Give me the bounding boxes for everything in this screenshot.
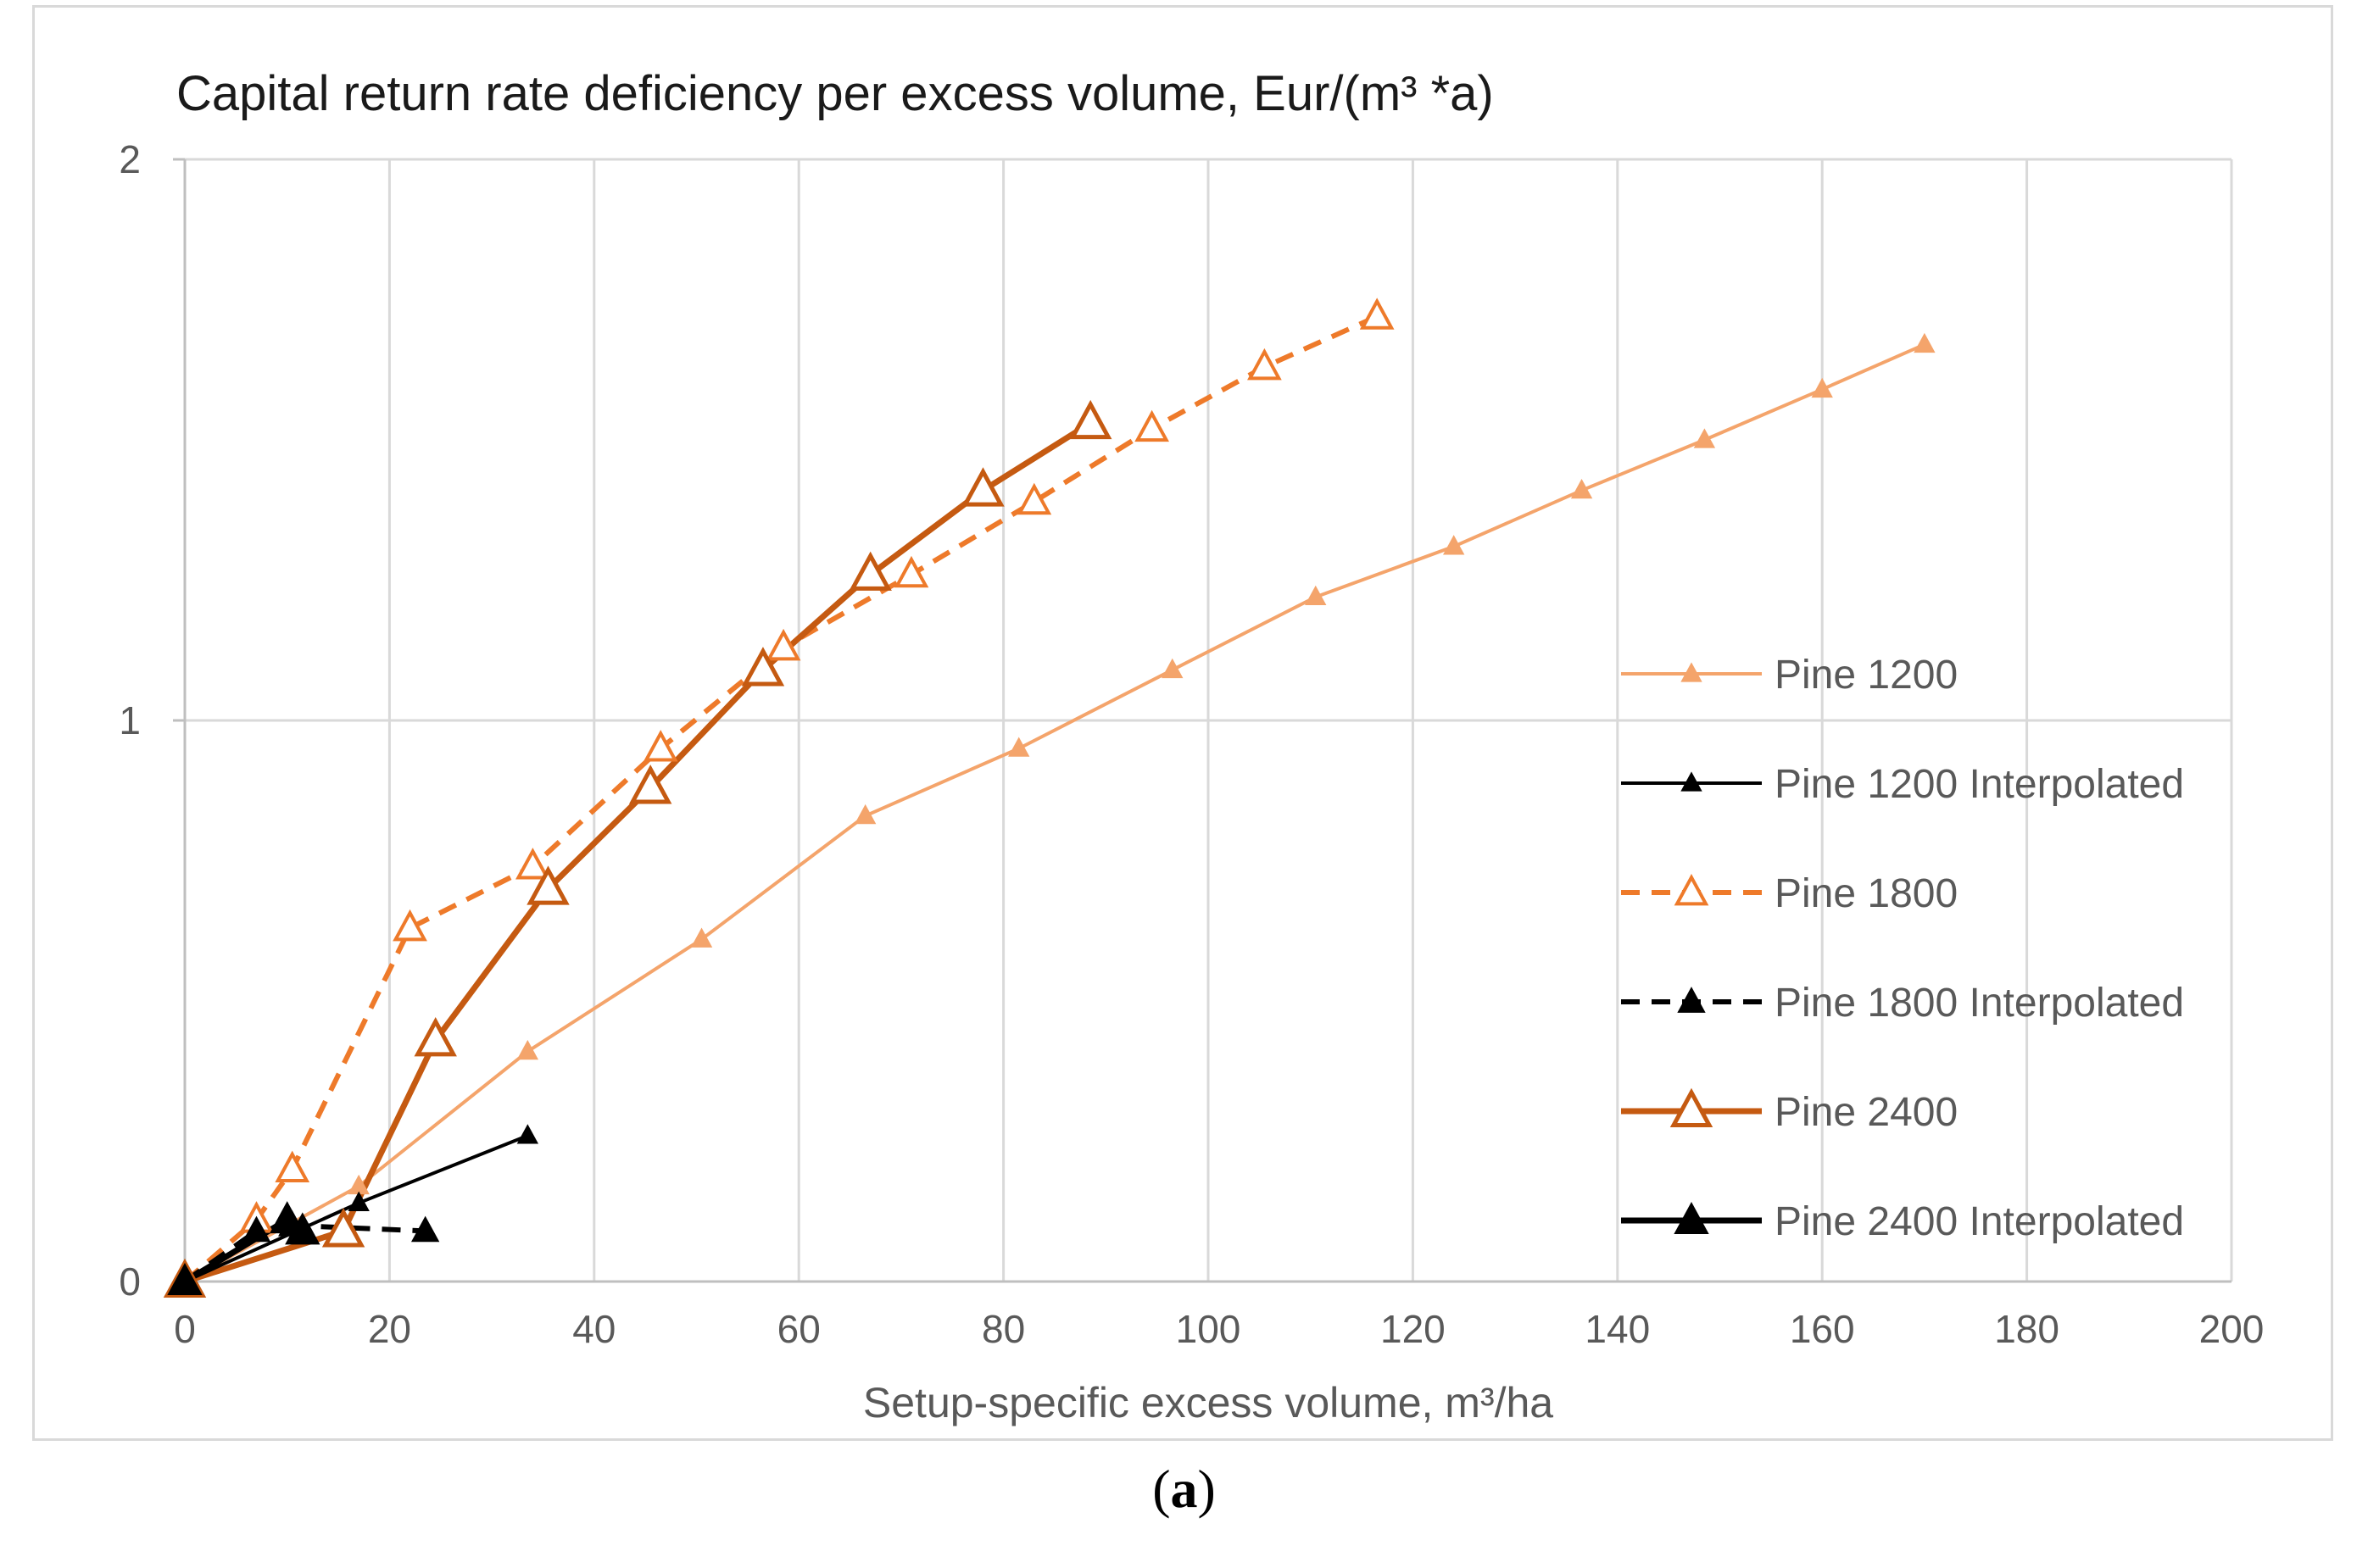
data-point-pine-1200-interpolated: [516, 1124, 539, 1144]
data-point-pine-1200: [1811, 377, 1833, 398]
x-tick-label: 80: [982, 1307, 1025, 1351]
data-point-pine-1800: [894, 555, 929, 588]
series-line-pine-1800: [183, 314, 1379, 1284]
legend-label-pine-1800: Pine 1800: [1775, 871, 1958, 916]
data-point-pine-1800: [766, 628, 801, 661]
data-point-pine-1800: [1247, 348, 1282, 381]
legend-marker-pine-1200-interpolated: [1680, 771, 1702, 792]
data-point-pine-1800: [1134, 409, 1169, 442]
data-point-pine-2400-interpolated: [167, 1262, 203, 1295]
data-point-pine-2400: [849, 551, 892, 591]
data-point-pine-1200: [1305, 585, 1327, 606]
y-tick-label: 1: [119, 698, 141, 742]
data-point-pine-1800: [515, 848, 550, 880]
data-point-pine-1200: [1442, 535, 1465, 555]
x-axis-label: Setup-specific excess volume, m³/ha: [863, 1379, 1553, 1426]
series-line-pine-1200: [184, 342, 1925, 1283]
legend-layer: Pine 1200 Pine 1200 Interpolated Pine 1800…: [1621, 653, 2184, 1244]
x-tick-label: 160: [1790, 1307, 1855, 1351]
x-tick-label: 200: [2199, 1307, 2265, 1351]
data-point-pine-1200-interpolated: [348, 1191, 370, 1211]
data-point-pine-2400: [527, 865, 570, 905]
data-point-pine-2400: [414, 1017, 457, 1057]
marker-layer: [163, 297, 1936, 1298]
data-point-pine-1200: [690, 927, 713, 948]
grid-layer: [185, 158, 2233, 1282]
data-point-pine-2400-interpolated: [270, 1201, 305, 1234]
panel-label-open: (: [1152, 1459, 1171, 1519]
series-line-pine-2400: [183, 420, 1093, 1285]
data-point-pine-2400-interpolated: [285, 1212, 320, 1245]
data-point-pine-1200: [1914, 332, 1936, 353]
data-point-pine-1800-interpolated: [410, 1215, 440, 1243]
x-tick-label: 20: [368, 1307, 411, 1351]
x-tick-label: 60: [777, 1307, 821, 1351]
x-tick-label: 120: [1380, 1307, 1446, 1351]
data-point-pine-2400: [321, 1208, 365, 1248]
data-point-pine-2400: [961, 467, 1005, 507]
x-tick-label: 0: [174, 1307, 196, 1351]
x-tick-label: 40: [572, 1307, 616, 1351]
data-point-pine-1800: [1359, 297, 1395, 330]
data-point-pine-1200: [1162, 658, 1184, 679]
legend-marker-pine-1800-interpolated: [1677, 987, 1706, 1013]
data-point-pine-1200: [516, 1039, 539, 1060]
data-point-pine-1800-interpolated: [242, 1215, 271, 1243]
legend-marker-pine-1800: [1674, 873, 1709, 906]
data-point-pine-1200: [1008, 737, 1030, 757]
legend-label-pine-2400-interpolated: Pine 2400 Interpolated: [1775, 1199, 2184, 1244]
legend-label-pine-1200-interpolated: Pine 1200 Interpolated: [1775, 762, 2184, 807]
legend-marker-pine-2400: [1669, 1087, 1713, 1128]
x-tick-label: 100: [1176, 1307, 1241, 1351]
x-tick-label: 140: [1585, 1307, 1650, 1351]
panel-label: (a): [0, 1458, 2368, 1521]
chart-frame: [32, 5, 2333, 1441]
data-point-pine-2400: [628, 765, 672, 804]
legend-label-pine-1200: Pine 1200: [1775, 653, 1958, 698]
panel-label-close: ): [1197, 1459, 1216, 1519]
data-point-pine-2400: [1068, 399, 1112, 440]
legend-label-pine-2400: Pine 2400: [1775, 1090, 1958, 1135]
data-point-pine-1800: [393, 909, 427, 942]
y-tick-label: 0: [119, 1259, 141, 1304]
series-layer: [183, 314, 1925, 1285]
legend-label-pine-1800-interpolated: Pine 1800 Interpolated: [1775, 981, 2184, 1026]
data-point-pine-1200: [854, 803, 877, 825]
data-point-pine-1200: [1693, 428, 1716, 448]
chart-title: Capital return rate deficiency per exces…: [176, 66, 1494, 121]
data-point-pine-2400: [741, 647, 785, 687]
data-point-pine-1800: [1017, 482, 1052, 515]
legend-marker-pine-2400-interpolated: [1674, 1201, 1709, 1234]
data-point-pine-1800: [643, 730, 678, 762]
data-point-pine-1800: [275, 1150, 310, 1182]
panel-label-letter: a: [1170, 1459, 1198, 1519]
data-point-pine-1200: [1570, 478, 1593, 499]
y-tick-label: 2: [119, 137, 141, 181]
x-tick-label: 180: [1994, 1307, 2059, 1351]
legend-marker-pine-1200: [1680, 662, 1702, 682]
